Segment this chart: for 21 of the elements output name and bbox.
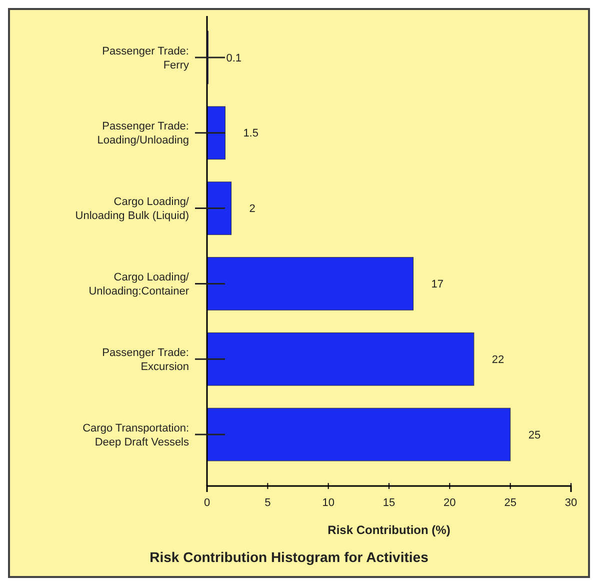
data-label: 2 [249,203,256,216]
y-tick-label: Passenger Trade: Loading/Unloading [97,120,189,147]
y-tick-label: Cargo Loading/ Unloading:Container [88,272,190,298]
x-tick-label: 0 [204,496,210,509]
x-tick-label: 5 [264,496,271,509]
y-tick-label: Cargo Transportation: Deep Draft Vessels [82,422,190,448]
x-axis-title: Risk Contribution (%) [328,523,450,537]
x-tick-label: 25 [504,496,516,509]
y-tick-label: Cargo Loading/ Unloading Bulk (Liquid) [75,196,190,222]
x-tick-label: 10 [322,496,334,509]
data-label: 22 [492,354,504,366]
x-tick-label: 20 [444,496,456,509]
data-label: 25 [528,429,541,442]
x-tick-label: 15 [382,496,396,509]
y-tick-label: Passenger Trade: Ferry [102,45,190,72]
text: Risk Contribution Histogram for Activities [150,549,429,565]
y-tick-label: Passenger Trade: Excursion [102,346,189,373]
data-label: 17 [431,278,444,291]
x-tick-label: 30 [564,496,578,509]
data-label: 1.5 [243,128,258,140]
data-label: 0.1 [226,52,242,64]
